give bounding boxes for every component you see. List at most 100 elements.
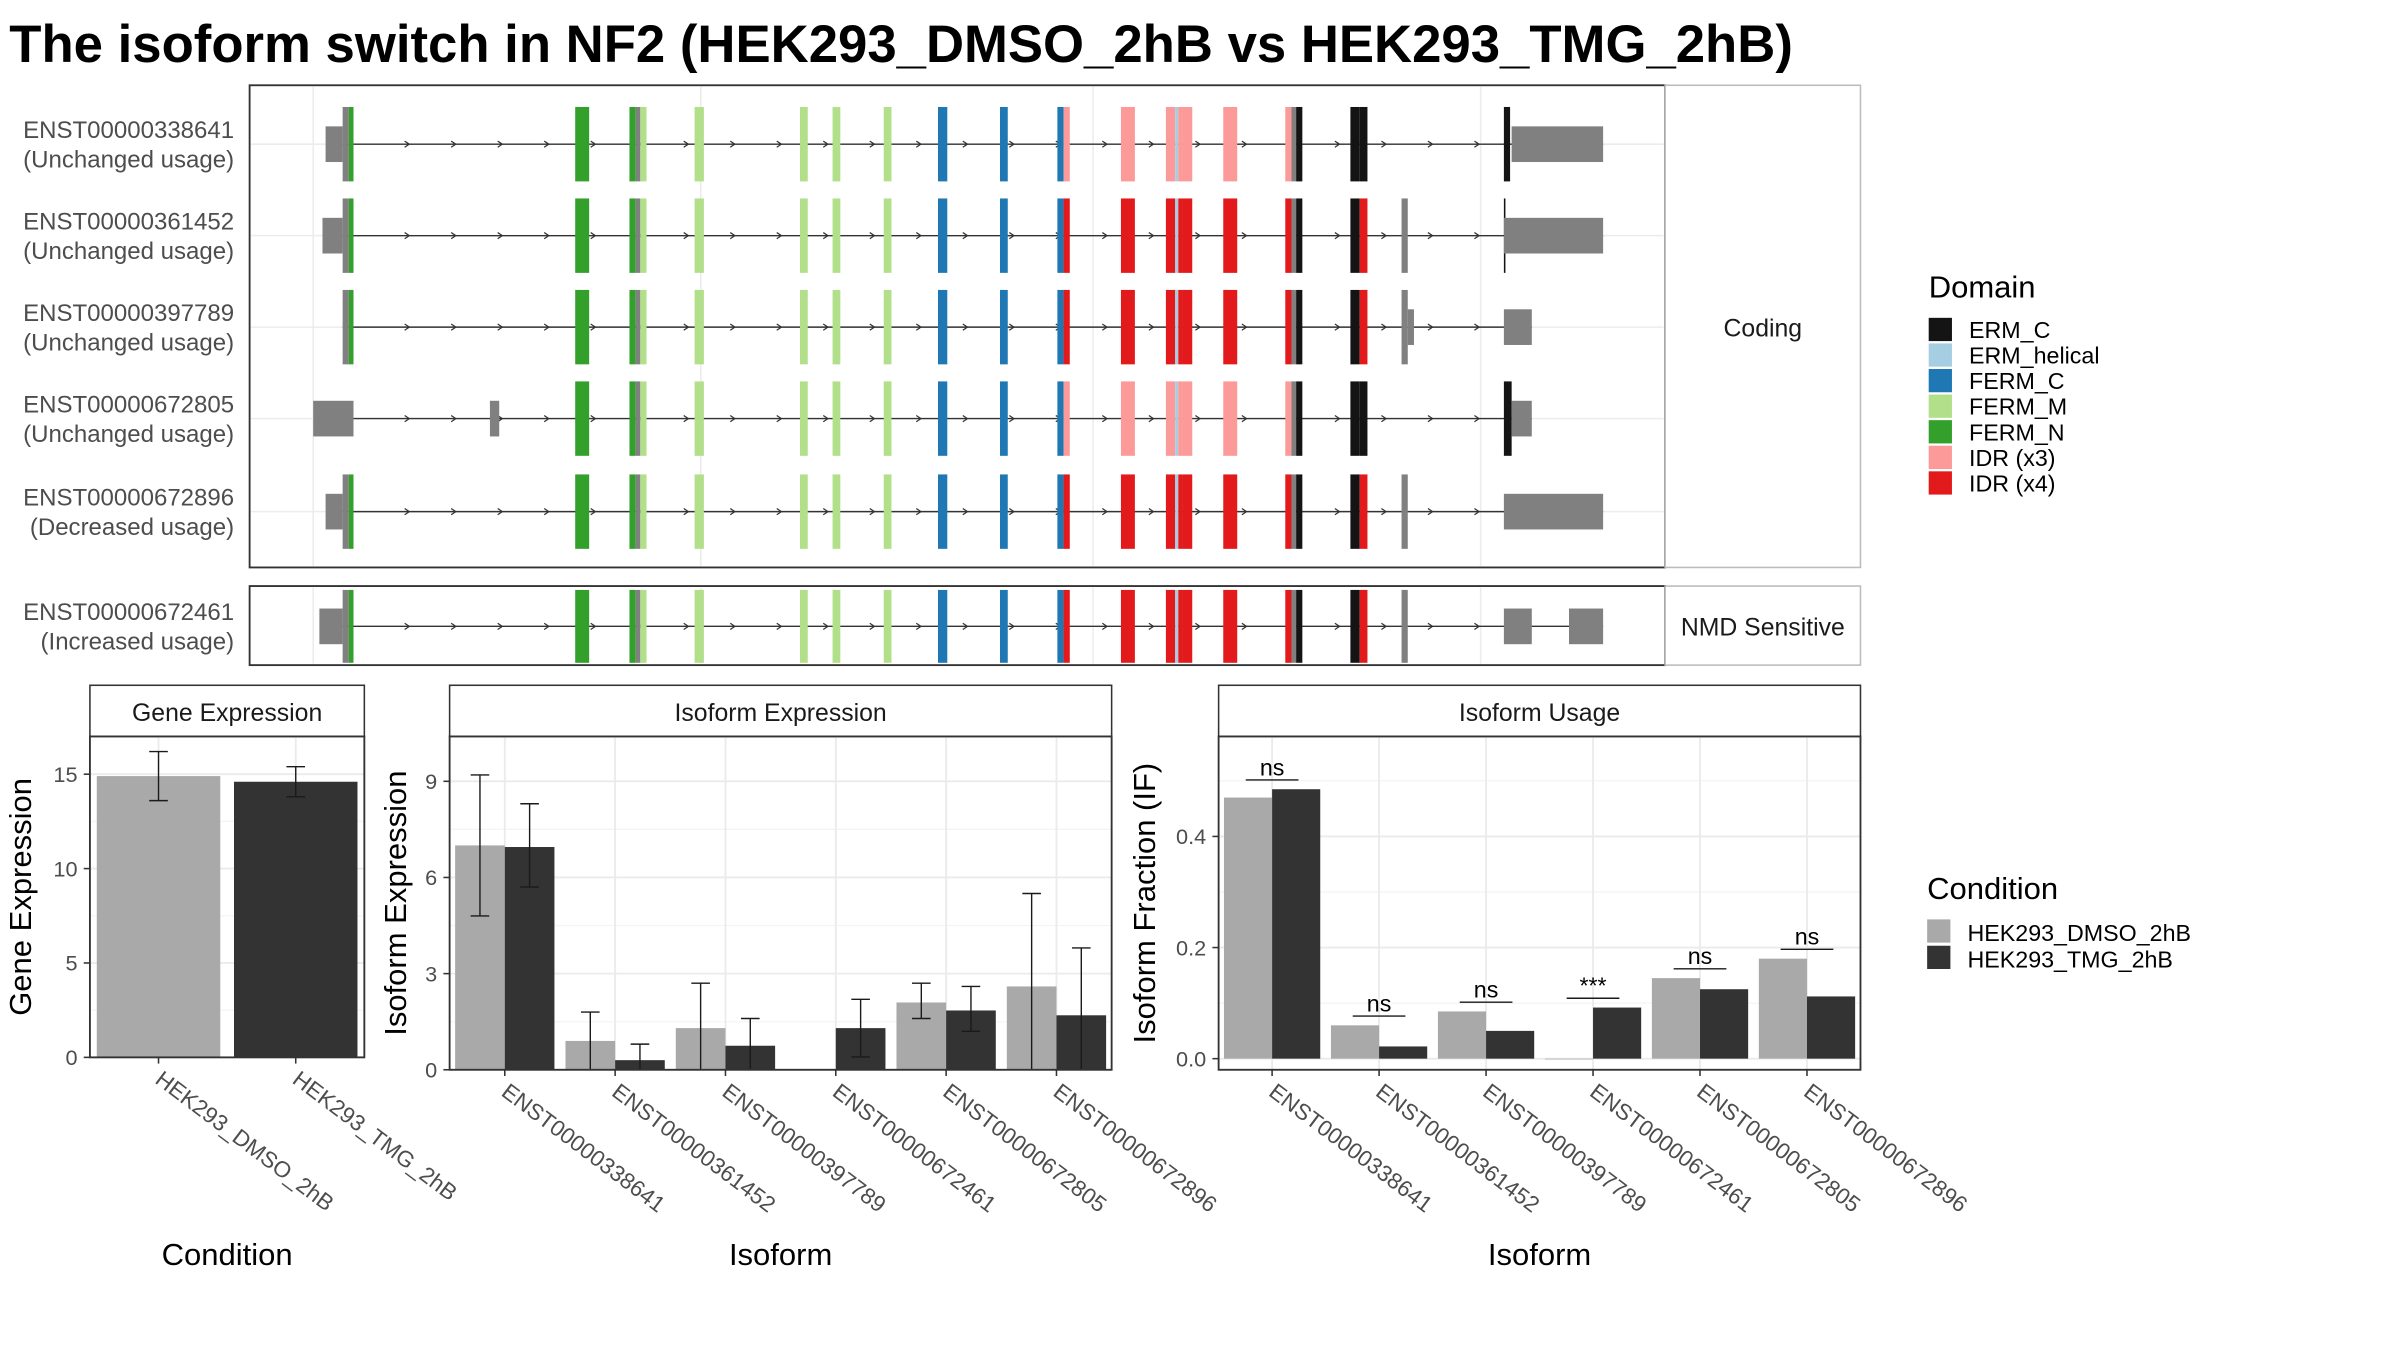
- intron-arrow: [1381, 622, 1388, 630]
- coding-exon: [1175, 289, 1179, 365]
- coding-exon: [1182, 106, 1193, 182]
- intron-arrow: [1474, 323, 1481, 331]
- bar: [1486, 1030, 1535, 1059]
- coding-exon: [1000, 474, 1008, 549]
- intron-arrow: [1101, 622, 1109, 630]
- significance-label: ns: [1260, 754, 1285, 780]
- intron-arrow: [1148, 414, 1155, 423]
- transcript-id-label: ENST00000397789: [23, 300, 234, 327]
- coding-exon: [1057, 106, 1064, 182]
- coding-exon: [1178, 589, 1183, 663]
- transcript-usage-label: (Unchanged usage): [23, 146, 234, 173]
- intron-arrow: [729, 232, 737, 240]
- intron-arrow: [497, 414, 504, 423]
- significance-label: ns: [1688, 943, 1713, 969]
- coding-exon: [1291, 198, 1297, 273]
- intron-arrow: [1195, 323, 1202, 331]
- intron-arrow: [497, 508, 504, 516]
- coding-exon: [640, 474, 647, 549]
- coding-exon: [1165, 198, 1176, 273]
- coding-exon: [1063, 381, 1070, 456]
- intron-arrow: [869, 323, 876, 331]
- intron-arrow: [915, 508, 923, 516]
- coding-exon: [629, 474, 636, 549]
- coding-exon: [1285, 106, 1292, 182]
- coding-exon: [640, 106, 647, 182]
- intron-arrow: [1381, 508, 1388, 516]
- legend-key-erm-c: [1928, 317, 1952, 342]
- intron-arrow: [962, 508, 969, 516]
- coding-exon: [883, 589, 892, 663]
- intron-arrow: [1474, 232, 1481, 240]
- intron-arrow: [1334, 508, 1341, 516]
- coding-exon: [1178, 381, 1183, 456]
- transcript-id-label: ENST00000338641: [23, 117, 234, 144]
- coding-exon: [1175, 106, 1179, 182]
- coding-exon: [694, 198, 704, 273]
- bar: [1379, 1046, 1428, 1059]
- coding-exon: [342, 198, 349, 273]
- intron-arrow: [683, 508, 690, 516]
- coding-exon: [1178, 474, 1183, 549]
- transcript-row-ENST00000397789: ENST00000397789(Unchanged usage): [23, 289, 1532, 365]
- legend-key-condition: [1927, 945, 1951, 969]
- coding-exon: [1350, 589, 1360, 663]
- coding-exon: [1359, 381, 1368, 456]
- coding-exon: [1350, 474, 1360, 549]
- coding-exon: [629, 381, 636, 456]
- transcript-id-label: ENST00000672896: [23, 484, 234, 511]
- coding-exon: [694, 289, 704, 365]
- intron-arrow: [497, 622, 504, 630]
- intron-arrow: [590, 508, 597, 516]
- bar: [1700, 989, 1749, 1059]
- y-tick-label: 6: [425, 865, 437, 890]
- coding-exon: [1063, 474, 1070, 549]
- intron-arrow: [1008, 323, 1016, 331]
- intron-arrow: [1241, 232, 1248, 240]
- coding-exon: [1285, 381, 1292, 456]
- coding-exon: [1359, 589, 1368, 663]
- intron-arrow: [1381, 414, 1388, 423]
- domain-legend-title: Domain: [1929, 270, 2036, 305]
- intron-arrow: [962, 622, 969, 630]
- coding-exon: [832, 106, 841, 182]
- intron-arrow: [590, 414, 597, 423]
- coding-exon: [1182, 474, 1193, 549]
- coding-exon: [1000, 589, 1008, 663]
- coding-exon: [635, 106, 641, 182]
- intron-arrow: [1334, 622, 1341, 630]
- intron-arrow: [450, 323, 457, 331]
- y-tick-label: 15: [53, 762, 77, 787]
- y-tick-label: 5: [65, 951, 77, 976]
- significance-label: ns: [1474, 976, 1499, 1002]
- utr-exon: [313, 400, 354, 437]
- x-axis-title: Isoform: [729, 1237, 832, 1272]
- intron-arrow: [729, 323, 737, 331]
- transcript-usage-label: (Increased usage): [41, 629, 235, 656]
- intron-arrow: [683, 140, 690, 148]
- intron-arrow: [962, 232, 969, 240]
- coding-exon: [575, 381, 590, 456]
- intron-arrow: [776, 140, 783, 148]
- x-axis-title: Condition: [162, 1237, 293, 1272]
- coding-exon: [1063, 289, 1070, 365]
- intron-arrow: [776, 508, 783, 516]
- intron-arrow: [822, 140, 830, 148]
- significance-label: ***: [1579, 973, 1606, 999]
- intron-arrow: [683, 414, 690, 423]
- intron-arrow: [915, 622, 923, 630]
- coding-exon: [694, 589, 704, 663]
- coding-exon: [640, 589, 647, 663]
- coding-exon: [342, 106, 349, 182]
- intron-arrow: [1241, 508, 1248, 516]
- coding-exon: [1000, 198, 1008, 273]
- intron-arrow: [543, 140, 550, 148]
- coding-exon: [1291, 381, 1297, 456]
- coding-exon: [937, 381, 948, 456]
- coding-exon: [1359, 198, 1368, 273]
- intron-arrow: [497, 323, 504, 331]
- intron-arrow: [869, 232, 876, 240]
- coding-exon: [832, 289, 841, 365]
- intron-arrow: [1381, 232, 1388, 240]
- coding-exon: [832, 589, 841, 663]
